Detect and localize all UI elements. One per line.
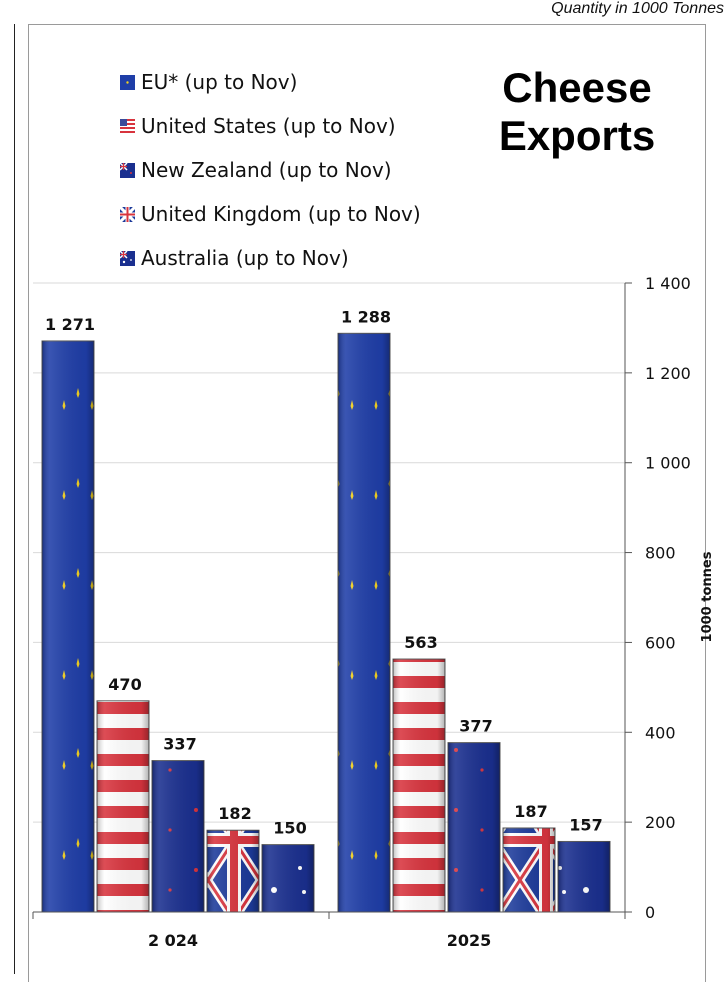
data-label-uk-1: 187	[514, 802, 547, 821]
bar-shading	[503, 827, 555, 912]
chart-title-line-2: Exports	[498, 112, 656, 159]
legend-item-nz: New Zealand (up to Nov)	[120, 148, 421, 192]
y-tick-label: 600	[645, 633, 676, 652]
legend-label-uk: United Kingdom (up to Nov)	[141, 202, 421, 226]
us-flag-swatch-icon	[120, 118, 135, 134]
bar-shading	[558, 841, 610, 912]
chart-legend: EU* (up to Nov) United States (up to Nov…	[120, 60, 421, 280]
legend-item-uk: United Kingdom (up to Nov)	[120, 192, 421, 236]
data-label-eu-0: 1 271	[45, 315, 95, 334]
legend-label-us: United States (up to Nov)	[141, 114, 396, 138]
y-tick-label: 800	[645, 544, 676, 563]
legend-item-au: Australia (up to Nov)	[120, 236, 421, 280]
au-flag-swatch-icon	[120, 250, 135, 266]
data-label-nz-1: 377	[459, 717, 492, 736]
y-axis-title: 1000 tonnes	[700, 551, 715, 642]
chart-frame	[28, 24, 706, 982]
data-label-nz-0: 337	[163, 735, 196, 754]
bar-shading	[152, 760, 204, 912]
bar-shading	[393, 659, 445, 912]
y-tick-label: 1 400	[645, 274, 691, 293]
uk-flag-swatch-icon	[120, 206, 135, 222]
y-tick-label: 400	[645, 723, 676, 742]
legend-label-nz: New Zealand (up to Nov)	[141, 158, 392, 182]
data-label-us-0: 470	[108, 675, 141, 694]
y-tick-label: 1 200	[645, 364, 691, 383]
quantity-unit-note: Quantity in 1000 Tonnes	[551, 0, 724, 17]
bar-shading	[262, 844, 314, 912]
legend-item-us: United States (up to Nov)	[120, 104, 421, 148]
bar-shading	[338, 333, 390, 912]
data-label-us-1: 563	[404, 633, 437, 652]
nz-flag-swatch-icon	[120, 162, 135, 178]
eu-flag-swatch-icon	[120, 74, 135, 90]
data-label-uk-0: 182	[218, 804, 251, 823]
legend-label-eu: EU* (up to Nov)	[141, 70, 298, 94]
y-tick-label: 0	[645, 903, 655, 922]
x-category-label: 2 024	[148, 931, 198, 950]
y-tick-label: 200	[645, 813, 676, 832]
data-label-eu-1: 1 288	[341, 307, 391, 326]
chart-title-line-1: Cheese	[502, 64, 652, 111]
x-category-label: 2025	[447, 931, 492, 950]
data-label-au-0: 150	[273, 819, 306, 838]
data-label-au-1: 157	[569, 815, 602, 834]
bar-shading	[42, 340, 94, 912]
y-tick-label: 1 000	[645, 454, 691, 473]
bar-shading	[448, 742, 500, 912]
legend-item-eu: EU* (up to Nov)	[120, 60, 421, 104]
legend-label-au: Australia (up to Nov)	[141, 246, 349, 270]
left-divider	[14, 24, 15, 974]
chart-title: Cheese Exports	[482, 64, 672, 160]
bar-shading	[207, 830, 259, 912]
bar-shading	[97, 700, 149, 912]
